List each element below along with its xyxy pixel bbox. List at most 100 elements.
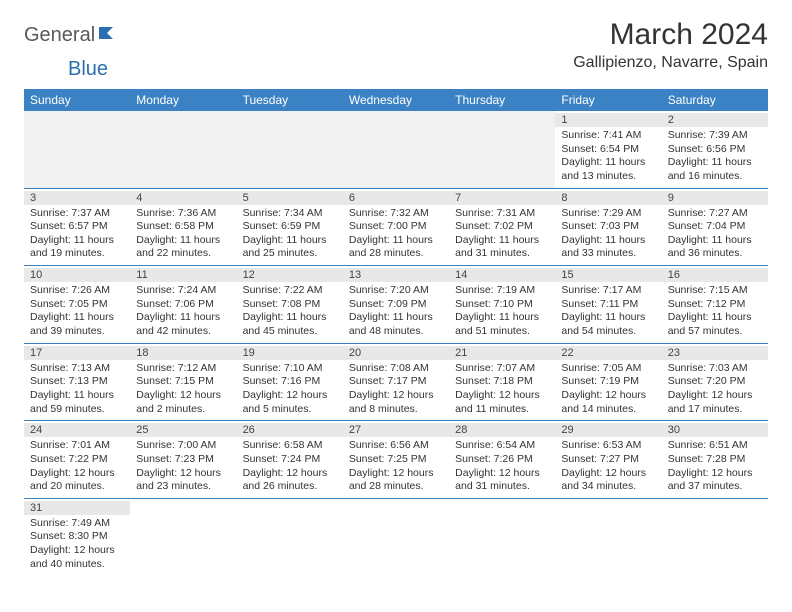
dow-friday: Friday — [555, 89, 661, 111]
sunrise-line: Sunrise: 7:03 AM — [668, 362, 762, 376]
calendar-cell: 27Sunrise: 6:56 AMSunset: 7:25 PMDayligh… — [343, 421, 449, 498]
calendar-cell-blank — [343, 111, 449, 188]
day-number: 24 — [24, 423, 130, 437]
calendar-cell-blank — [662, 499, 768, 576]
dow-saturday: Saturday — [662, 89, 768, 111]
flag-icon — [99, 25, 121, 46]
sunrise-line: Sunrise: 7:15 AM — [668, 284, 762, 298]
sunset-line: Sunset: 7:03 PM — [561, 220, 655, 234]
daylight-line: Daylight: 11 hours and 42 minutes. — [136, 311, 230, 338]
sunset-line: Sunset: 7:24 PM — [243, 453, 337, 467]
daylight-line: Daylight: 12 hours and 2 minutes. — [136, 389, 230, 416]
sunrise-line: Sunrise: 7:24 AM — [136, 284, 230, 298]
logo-text-general: General — [24, 24, 95, 47]
week-row: 31Sunrise: 7:49 AMSunset: 8:30 PMDayligh… — [24, 499, 768, 576]
day-number: 15 — [555, 268, 661, 282]
sunrise-line: Sunrise: 6:58 AM — [243, 439, 337, 453]
day-number: 29 — [555, 423, 661, 437]
sunset-line: Sunset: 7:15 PM — [136, 375, 230, 389]
daylight-line: Daylight: 12 hours and 40 minutes. — [30, 544, 124, 571]
day-number: 30 — [662, 423, 768, 437]
day-number: 26 — [237, 423, 343, 437]
sunset-line: Sunset: 7:06 PM — [136, 298, 230, 312]
dow-thursday: Thursday — [449, 89, 555, 111]
calendar-cell: 28Sunrise: 6:54 AMSunset: 7:26 PMDayligh… — [449, 421, 555, 498]
sunrise-line: Sunrise: 7:08 AM — [349, 362, 443, 376]
calendar-cell: 1Sunrise: 7:41 AMSunset: 6:54 PMDaylight… — [555, 111, 661, 188]
calendar-cell: 25Sunrise: 7:00 AMSunset: 7:23 PMDayligh… — [130, 421, 236, 498]
sunset-line: Sunset: 7:17 PM — [349, 375, 443, 389]
calendar-cell-blank — [449, 499, 555, 576]
sunrise-line: Sunrise: 7:41 AM — [561, 129, 655, 143]
daylight-line: Daylight: 11 hours and 16 minutes. — [668, 156, 762, 183]
title-block: March 2024 Gallipienzo, Navarre, Spain — [573, 18, 768, 72]
sunrise-line: Sunrise: 7:01 AM — [30, 439, 124, 453]
day-number: 12 — [237, 268, 343, 282]
day-number: 14 — [449, 268, 555, 282]
sunrise-line: Sunrise: 7:36 AM — [136, 207, 230, 221]
daylight-line: Daylight: 12 hours and 26 minutes. — [243, 467, 337, 494]
sunrise-line: Sunrise: 7:31 AM — [455, 207, 549, 221]
calendar-cell-blank — [555, 499, 661, 576]
daylight-line: Daylight: 11 hours and 31 minutes. — [455, 234, 549, 261]
daylight-line: Daylight: 12 hours and 23 minutes. — [136, 467, 230, 494]
calendar-cell-blank — [130, 499, 236, 576]
day-number: 3 — [24, 191, 130, 205]
day-number: 11 — [130, 268, 236, 282]
day-number: 8 — [555, 191, 661, 205]
sunrise-line: Sunrise: 7:00 AM — [136, 439, 230, 453]
sunset-line: Sunset: 6:57 PM — [30, 220, 124, 234]
sunrise-line: Sunrise: 7:05 AM — [561, 362, 655, 376]
calendar-cell-blank — [237, 499, 343, 576]
calendar-cell: 6Sunrise: 7:32 AMSunset: 7:00 PMDaylight… — [343, 189, 449, 266]
sunrise-line: Sunrise: 7:27 AM — [668, 207, 762, 221]
calendar-cell: 2Sunrise: 7:39 AMSunset: 6:56 PMDaylight… — [662, 111, 768, 188]
sunset-line: Sunset: 7:11 PM — [561, 298, 655, 312]
calendar-cell: 19Sunrise: 7:10 AMSunset: 7:16 PMDayligh… — [237, 344, 343, 421]
sunset-line: Sunset: 7:05 PM — [30, 298, 124, 312]
daylight-line: Daylight: 11 hours and 57 minutes. — [668, 311, 762, 338]
daylight-line: Daylight: 12 hours and 8 minutes. — [349, 389, 443, 416]
sunset-line: Sunset: 6:59 PM — [243, 220, 337, 234]
calendar-cell: 14Sunrise: 7:19 AMSunset: 7:10 PMDayligh… — [449, 266, 555, 343]
day-number: 5 — [237, 191, 343, 205]
sunset-line: Sunset: 7:22 PM — [30, 453, 124, 467]
dow-sunday: Sunday — [24, 89, 130, 111]
daylight-line: Daylight: 11 hours and 13 minutes. — [561, 156, 655, 183]
calendar-cell: 29Sunrise: 6:53 AMSunset: 7:27 PMDayligh… — [555, 421, 661, 498]
sunset-line: Sunset: 7:08 PM — [243, 298, 337, 312]
dow-monday: Monday — [130, 89, 236, 111]
sunset-line: Sunset: 7:13 PM — [30, 375, 124, 389]
sunset-line: Sunset: 6:58 PM — [136, 220, 230, 234]
calendar-cell: 31Sunrise: 7:49 AMSunset: 8:30 PMDayligh… — [24, 499, 130, 576]
sunset-line: Sunset: 6:54 PM — [561, 143, 655, 157]
daylight-line: Daylight: 12 hours and 14 minutes. — [561, 389, 655, 416]
calendar-cell-blank — [130, 111, 236, 188]
sunrise-line: Sunrise: 7:37 AM — [30, 207, 124, 221]
calendar-cell: 21Sunrise: 7:07 AMSunset: 7:18 PMDayligh… — [449, 344, 555, 421]
daylight-line: Daylight: 11 hours and 39 minutes. — [30, 311, 124, 338]
daylight-line: Daylight: 11 hours and 54 minutes. — [561, 311, 655, 338]
daylight-line: Daylight: 11 hours and 45 minutes. — [243, 311, 337, 338]
calendar-cell: 18Sunrise: 7:12 AMSunset: 7:15 PMDayligh… — [130, 344, 236, 421]
sunrise-line: Sunrise: 7:49 AM — [30, 517, 124, 531]
daylight-line: Daylight: 12 hours and 34 minutes. — [561, 467, 655, 494]
location: Gallipienzo, Navarre, Spain — [573, 54, 768, 72]
calendar-cell: 23Sunrise: 7:03 AMSunset: 7:20 PMDayligh… — [662, 344, 768, 421]
sunrise-line: Sunrise: 7:26 AM — [30, 284, 124, 298]
calendar-cell: 9Sunrise: 7:27 AMSunset: 7:04 PMDaylight… — [662, 189, 768, 266]
day-number: 9 — [662, 191, 768, 205]
calendar: SundayMondayTuesdayWednesdayThursdayFrid… — [24, 89, 768, 575]
day-number: 22 — [555, 346, 661, 360]
day-number: 27 — [343, 423, 449, 437]
daylight-line: Daylight: 12 hours and 17 minutes. — [668, 389, 762, 416]
day-number: 21 — [449, 346, 555, 360]
sunset-line: Sunset: 7:10 PM — [455, 298, 549, 312]
daylight-line: Daylight: 11 hours and 28 minutes. — [349, 234, 443, 261]
calendar-cell-blank — [449, 111, 555, 188]
day-number: 25 — [130, 423, 236, 437]
sunrise-line: Sunrise: 7:19 AM — [455, 284, 549, 298]
sunrise-line: Sunrise: 7:13 AM — [30, 362, 124, 376]
logo: General — [24, 24, 123, 47]
daylight-line: Daylight: 11 hours and 19 minutes. — [30, 234, 124, 261]
